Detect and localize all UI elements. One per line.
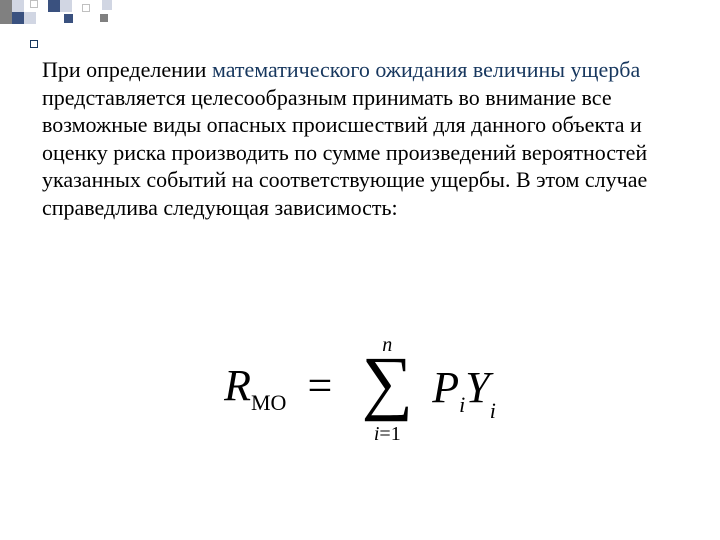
term-Y: Y	[465, 363, 489, 412]
text-prefix: При определении	[42, 57, 212, 82]
paragraph: При определении математического ожидания…	[42, 56, 686, 221]
decor-square	[12, 12, 24, 24]
sigma-icon: n ∑ i=1	[357, 340, 417, 440]
bullet-icon	[30, 40, 38, 48]
formula-lhs-R: R	[224, 361, 251, 410]
formula-lhs-sub: МО	[251, 390, 286, 415]
formula: RМО = n ∑ i=1 PiYi	[0, 340, 720, 440]
sigma-lower-val: 1	[391, 423, 401, 445]
formula-equals: =	[297, 361, 342, 410]
formula-rhs: PiYi	[432, 362, 496, 418]
decor-square	[100, 14, 108, 22]
term-Y-sub: i	[490, 398, 496, 423]
sigma-lower: i=1	[357, 423, 417, 446]
decor-square	[60, 0, 72, 12]
sigma-lower-eq: =	[379, 423, 390, 445]
decor-square	[0, 0, 12, 12]
decor-square	[30, 0, 38, 8]
decor-square	[102, 0, 112, 10]
slide: При определении математического ожидания…	[0, 0, 720, 540]
body-text-block: При определении математического ожидания…	[42, 34, 686, 243]
decor-square	[64, 14, 73, 23]
decor-square	[24, 12, 36, 24]
text-highlight: математического ожидания величины ущерба	[212, 57, 640, 82]
decor-square	[0, 12, 12, 24]
decor-square	[12, 0, 24, 12]
decor-square	[48, 0, 60, 12]
decor-square	[82, 4, 90, 12]
sigma-symbol: ∑	[357, 346, 417, 418]
term-P: P	[432, 363, 459, 412]
text-rest: представляется целесообразным принимать …	[42, 85, 647, 220]
